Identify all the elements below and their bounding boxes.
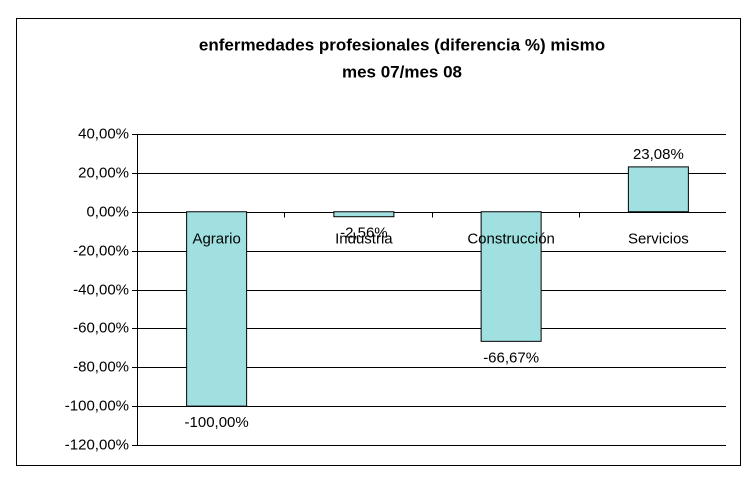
x-tick-label: Agrario	[192, 231, 240, 248]
data-label: -66,67%	[483, 349, 539, 366]
data-label: 23,08%	[633, 146, 684, 163]
y-tick-label: -20,00%	[73, 242, 129, 259]
y-tick-label: -100,00%	[65, 397, 129, 414]
y-tick-label: -60,00%	[73, 319, 129, 336]
chart-title: mes 07/mes 08	[342, 62, 462, 81]
chart-title: enfermedades profesionales (diferencia %…	[199, 35, 605, 54]
y-tick-label: -40,00%	[73, 281, 129, 298]
bar	[186, 211, 248, 407]
data-label: -2,56%	[340, 225, 388, 242]
y-tick-label: -120,00%	[65, 436, 129, 453]
x-tick-label: Construcción	[467, 231, 555, 248]
bar	[627, 166, 689, 213]
x-tick-label: Industria	[335, 231, 393, 248]
x-tick-label: Servicios	[628, 231, 689, 248]
data-label: -100,00%	[185, 414, 249, 431]
bar	[480, 211, 542, 342]
y-tick-label: 20,00%	[78, 164, 129, 181]
y-tick-label: -80,00%	[73, 358, 129, 375]
y-tick-label: 0,00%	[86, 203, 129, 220]
bar	[333, 211, 395, 218]
y-tick-label: 40,00%	[78, 125, 129, 142]
